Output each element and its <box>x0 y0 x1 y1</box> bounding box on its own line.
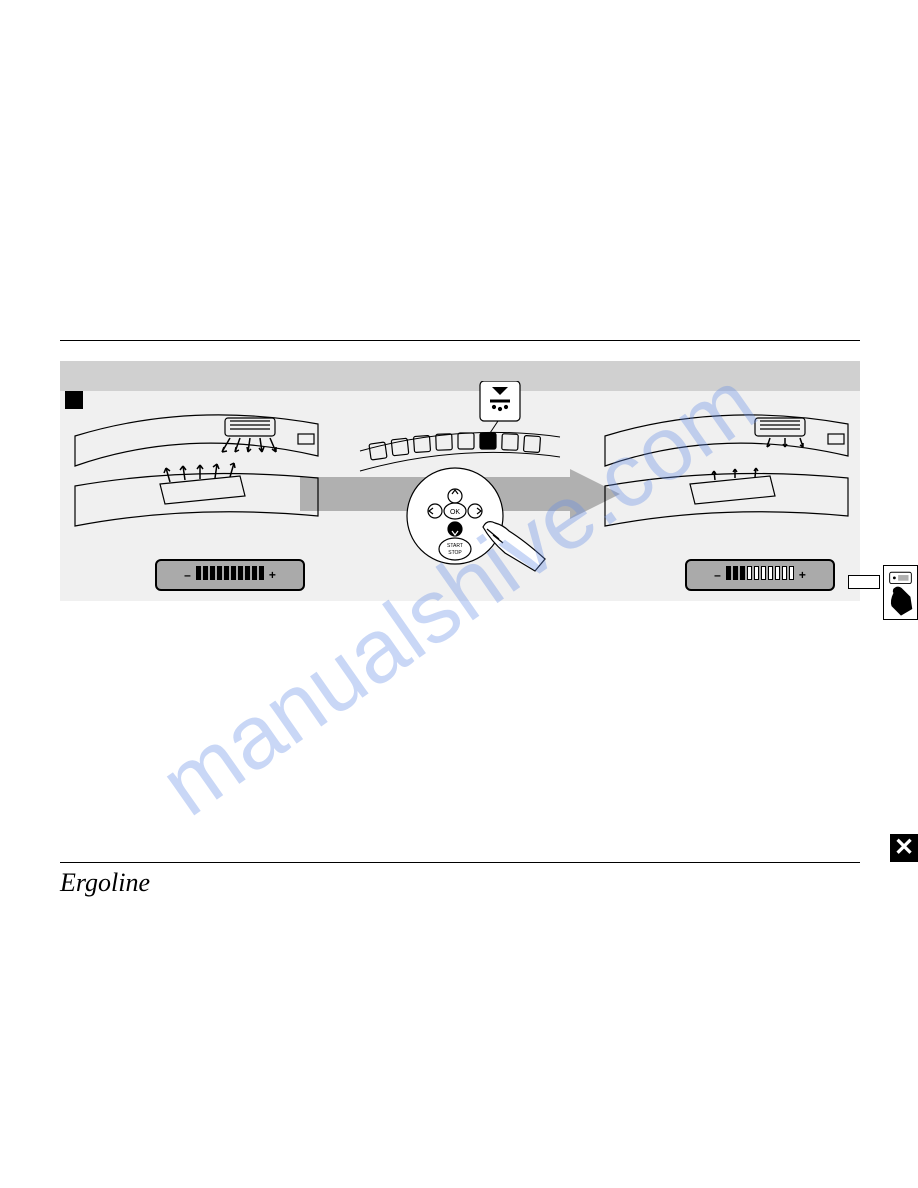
intensity-display-high: – + <box>155 559 305 591</box>
svg-text:OK: OK <box>450 509 460 516</box>
close-x-marker: ✕ <box>890 834 918 862</box>
main-content: – + <box>60 340 860 601</box>
bottom-divider <box>60 862 860 863</box>
minus-label: – <box>184 568 191 582</box>
plus-label: + <box>269 568 276 582</box>
tanning-bed-low-air-icon <box>600 396 850 556</box>
svg-text:START: START <box>447 543 463 549</box>
side-tab-icon <box>883 565 918 620</box>
intensity-display-low: – + <box>685 559 835 591</box>
control-panel-icon: OK START STOP <box>340 381 580 591</box>
plus-label: + <box>799 568 806 582</box>
reference-tag <box>848 575 880 589</box>
before-illustration: – + <box>70 396 320 591</box>
bars-partial <box>725 566 795 585</box>
top-divider <box>60 340 860 341</box>
minus-label: – <box>714 568 721 582</box>
ergoline-logo: Ergoline <box>60 868 150 898</box>
after-illustration: – + <box>600 396 850 591</box>
svg-text:STOP: STOP <box>448 550 462 556</box>
instruction-diagram: – + <box>60 361 860 601</box>
tanning-bed-high-air-icon <box>70 396 320 556</box>
control-panel-illustration: OK START STOP <box>340 381 580 591</box>
bars-full <box>195 566 265 585</box>
hand-press-icon <box>884 566 917 619</box>
